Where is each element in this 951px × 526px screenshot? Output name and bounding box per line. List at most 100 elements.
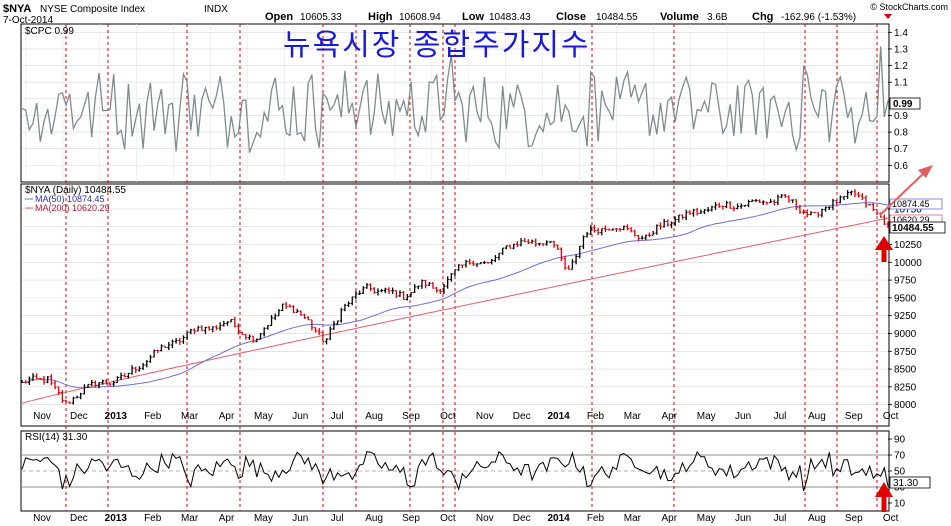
close-label: Close — [556, 11, 586, 23]
volume-label: Volume — [660, 11, 699, 23]
x-tick-label: Dec — [513, 411, 531, 422]
x-tick-label: Jun — [735, 411, 751, 422]
nya-legend-text: $NYA (Daily) 10484.55 — [25, 185, 126, 196]
x-tick-label: Feb — [587, 513, 605, 524]
x-tick-label: Sep — [845, 411, 863, 422]
cpc-last-label: 0.99 — [893, 99, 913, 110]
y-tick-label: 10000 — [894, 258, 922, 269]
x-tick-label: Dec — [70, 411, 88, 422]
x-tick-label: Feb — [144, 513, 162, 524]
rsi-last-box — [889, 476, 931, 489]
ma200-last-label: 10620.29 — [892, 215, 930, 225]
close-value: 10484.55 — [596, 12, 638, 23]
x-tick-label: Aug — [808, 513, 826, 524]
cpc-series — [21, 46, 889, 153]
y-tick-label: 90 — [894, 435, 906, 446]
rsi-line — [21, 450, 889, 492]
x-tick-label: Mar — [181, 513, 199, 524]
x-tick-label: May — [697, 513, 716, 524]
x-tick-label: Mar — [624, 513, 642, 524]
chart-date: 7-Oct-2014 — [3, 15, 53, 26]
x-tick-label: Aug — [808, 411, 826, 422]
x-tick-label: Aug — [365, 513, 383, 524]
x-tick-label: Sep — [402, 513, 420, 524]
symbol: $NYA — [3, 3, 31, 15]
volume-value: 3.6B — [707, 12, 728, 23]
nya-last-label: 10484.55 — [892, 223, 934, 234]
ma50-line — [21, 202, 889, 389]
y-tick-label: 70 — [894, 451, 906, 462]
x-tick-label: 2014 — [547, 513, 570, 524]
x-tick-label: 2013 — [105, 411, 128, 422]
up-arrow-icon-main — [875, 236, 893, 250]
y-tick-label: 9500 — [894, 293, 917, 304]
rsi-last-label: 31.30 — [893, 478, 918, 489]
y-tick-label: 8250 — [894, 382, 917, 393]
chg-label: Chg — [752, 11, 773, 23]
y-tick-label: 9000 — [894, 329, 917, 340]
ma200-legend-text: MA(200) 10620.29 — [35, 203, 110, 213]
index-name: NYSE Composite Index — [40, 4, 145, 15]
low-label: Low — [462, 11, 484, 23]
y-tick-label: 1.2 — [894, 61, 908, 72]
x-tick-label: Jul — [774, 513, 787, 524]
x-tick-label: Dec — [70, 513, 88, 524]
high-label: High — [368, 11, 393, 23]
x-tick-label: Mar — [624, 411, 642, 422]
x-tick-label: 2013 — [105, 513, 128, 524]
price-series — [20, 189, 890, 405]
ma50-last-box — [889, 198, 943, 210]
rsi-legend: RSI(14) 31.30 — [25, 432, 88, 443]
x-tick-label: Oct — [440, 513, 456, 524]
rsi-series — [21, 450, 889, 492]
y-tick-label: 8750 — [894, 347, 917, 358]
x-tick-label: Sep — [845, 513, 863, 524]
x-tick-label: Apr — [662, 411, 678, 422]
x-tick-label: May — [697, 411, 716, 422]
x-tick-label: Apr — [219, 513, 235, 524]
x-tick-label: Jul — [774, 411, 787, 422]
cpc-legend: $CPC 0.99 — [25, 26, 74, 37]
down-triangle-icon — [884, 14, 892, 19]
x-tick-label: Sep — [402, 411, 420, 422]
x-axis-labels: Nov Nov Dec Dec 2013 2013 Feb Feb Mar Mar Apr Apr Ma… — [33, 411, 899, 524]
korean-title: 뉴욕시장 종합주가지수 — [283, 28, 591, 63]
x-tick-label: May — [254, 513, 273, 524]
y-tick-label: 1.4 — [894, 28, 908, 39]
y-tick-label: 10 — [894, 499, 906, 510]
up-arrow-icon-rsi — [875, 482, 893, 497]
y-tick-label: 8000 — [894, 400, 917, 411]
open-label: Open — [265, 11, 293, 23]
y-tick-label: 1.3 — [894, 44, 908, 55]
y-tick-label: 9750 — [894, 276, 917, 287]
x-tick-label: Feb — [144, 411, 162, 422]
y-tick-label: 50 — [894, 467, 906, 478]
nya-last-box — [889, 221, 946, 234]
last-value-labels: 0.99 10874.45 10620.29 10484.55 31.30 — [889, 97, 946, 489]
up-right-arrow-icon — [918, 165, 933, 178]
low-value: 10483.43 — [489, 12, 531, 23]
y-axis-ticks: 1.4 1.3 1.2 1.1 0.9 0.8 0.7 0.6 10250 10000 9750 95… — [888, 28, 922, 510]
x-tick-label: Jun — [292, 513, 308, 524]
y-tick-label: 0.7 — [894, 144, 908, 155]
cpc-legend-text: $CPC 0.99 — [25, 26, 74, 37]
y-tick-label: 8500 — [894, 365, 917, 376]
x-tick-label: Apr — [662, 513, 678, 524]
ma200-line — [21, 217, 889, 404]
y-tick-label: 0.6 — [894, 161, 908, 172]
cpc-line — [21, 46, 889, 153]
y-tick-label: 10750 — [894, 204, 922, 215]
up-right-arrow-shaft — [879, 171, 926, 216]
ma50-legend-text: MA(50) 10874.45 — [35, 194, 105, 204]
x-tick-label: Oct — [883, 411, 899, 422]
annotation-arrows — [875, 165, 933, 512]
open-value: 10605.33 — [300, 12, 342, 23]
x-tick-label: Nov — [33, 513, 51, 524]
chart-header: $NYA NYSE Composite Index INDX 7-Oct-201… — [3, 2, 948, 26]
x-tick-label: Mar — [181, 411, 199, 422]
x-tick-label: Jun — [735, 513, 751, 524]
x-tick-label: Aug — [365, 411, 383, 422]
chg-value: -162.96 (-1.53%) — [781, 12, 856, 23]
x-tick-label: Dec — [513, 513, 531, 524]
